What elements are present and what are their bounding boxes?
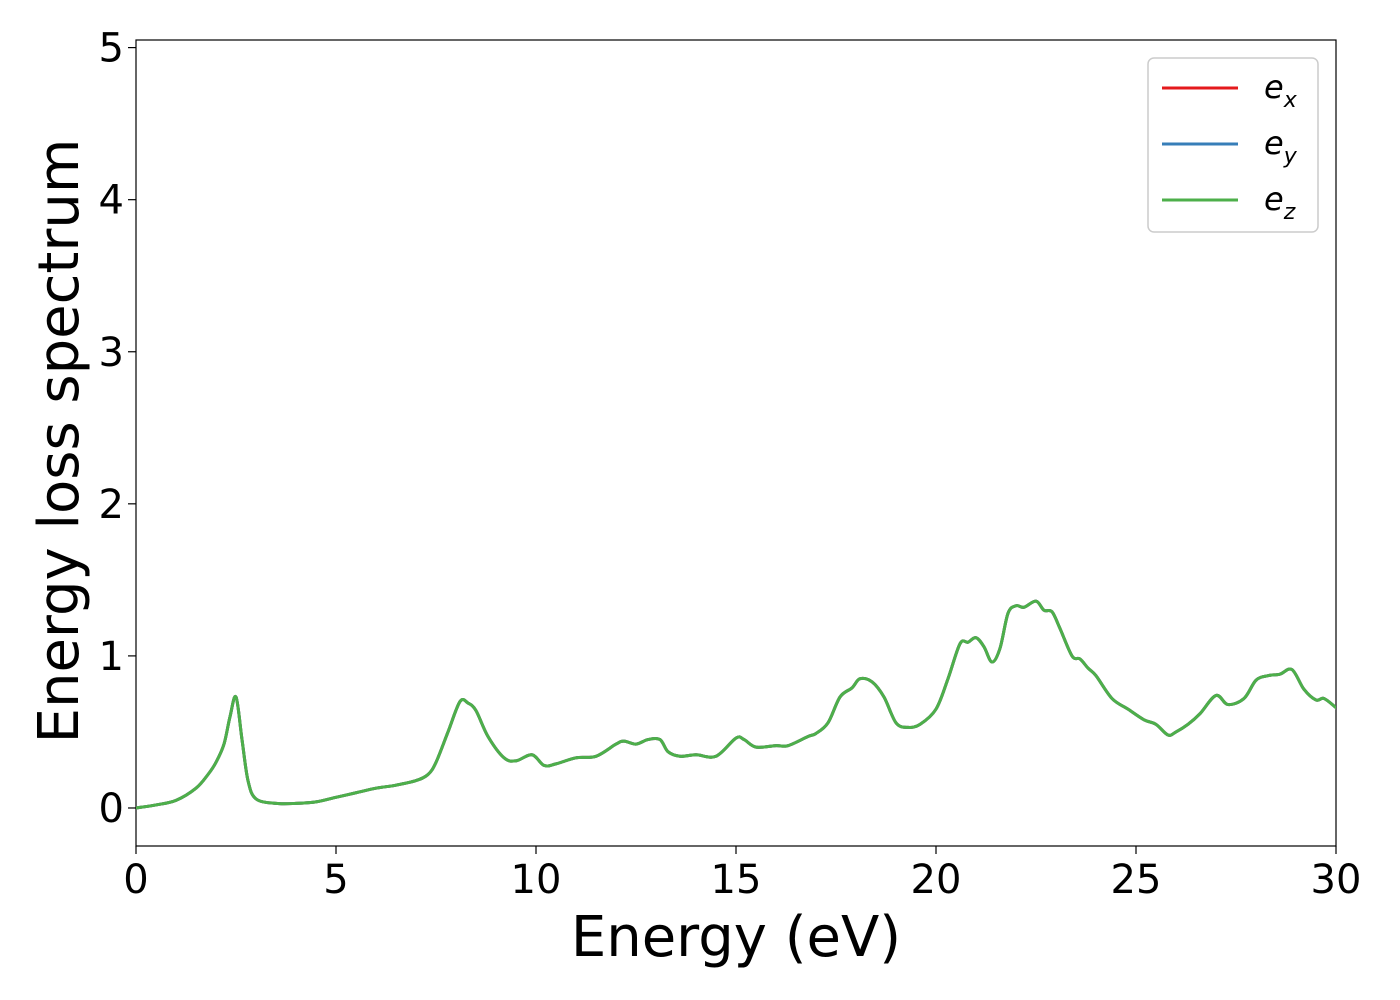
x-tick-label: 5 [323, 857, 348, 903]
y-tick-label: 0 [99, 786, 124, 832]
y-tick-label: 3 [99, 330, 124, 376]
legend-label-x: ex [1264, 68, 1298, 113]
series-line-x [136, 599, 1336, 810]
x-tick-label: 25 [1111, 857, 1162, 903]
x-tick-label: 0 [123, 857, 148, 903]
x-tick-label: 15 [711, 857, 762, 903]
x-axis: 0 5 10 15 20 25 30 [123, 846, 1361, 903]
y-axis-title: Energy loss spectrum [27, 139, 92, 744]
y-axis: 0 1 2 3 4 5 [99, 26, 136, 832]
x-axis-title: Energy (eV) [571, 905, 901, 970]
legend-label-z: ez [1264, 180, 1296, 225]
y-tick-label: 5 [99, 26, 124, 72]
series-line-z [136, 599, 1336, 810]
y-tick-label: 2 [99, 482, 124, 528]
series-group [136, 599, 1336, 810]
x-tick-label: 20 [911, 857, 962, 903]
series-line-y [136, 599, 1336, 810]
y-tick-label: 1 [99, 634, 124, 680]
x-tick-label: 10 [511, 857, 562, 903]
y-tick-label: 4 [99, 178, 124, 224]
legend-label-y: ey [1264, 124, 1298, 169]
legend: ex ey ez [1147, 57, 1319, 233]
x-tick-label: 30 [1311, 857, 1362, 903]
